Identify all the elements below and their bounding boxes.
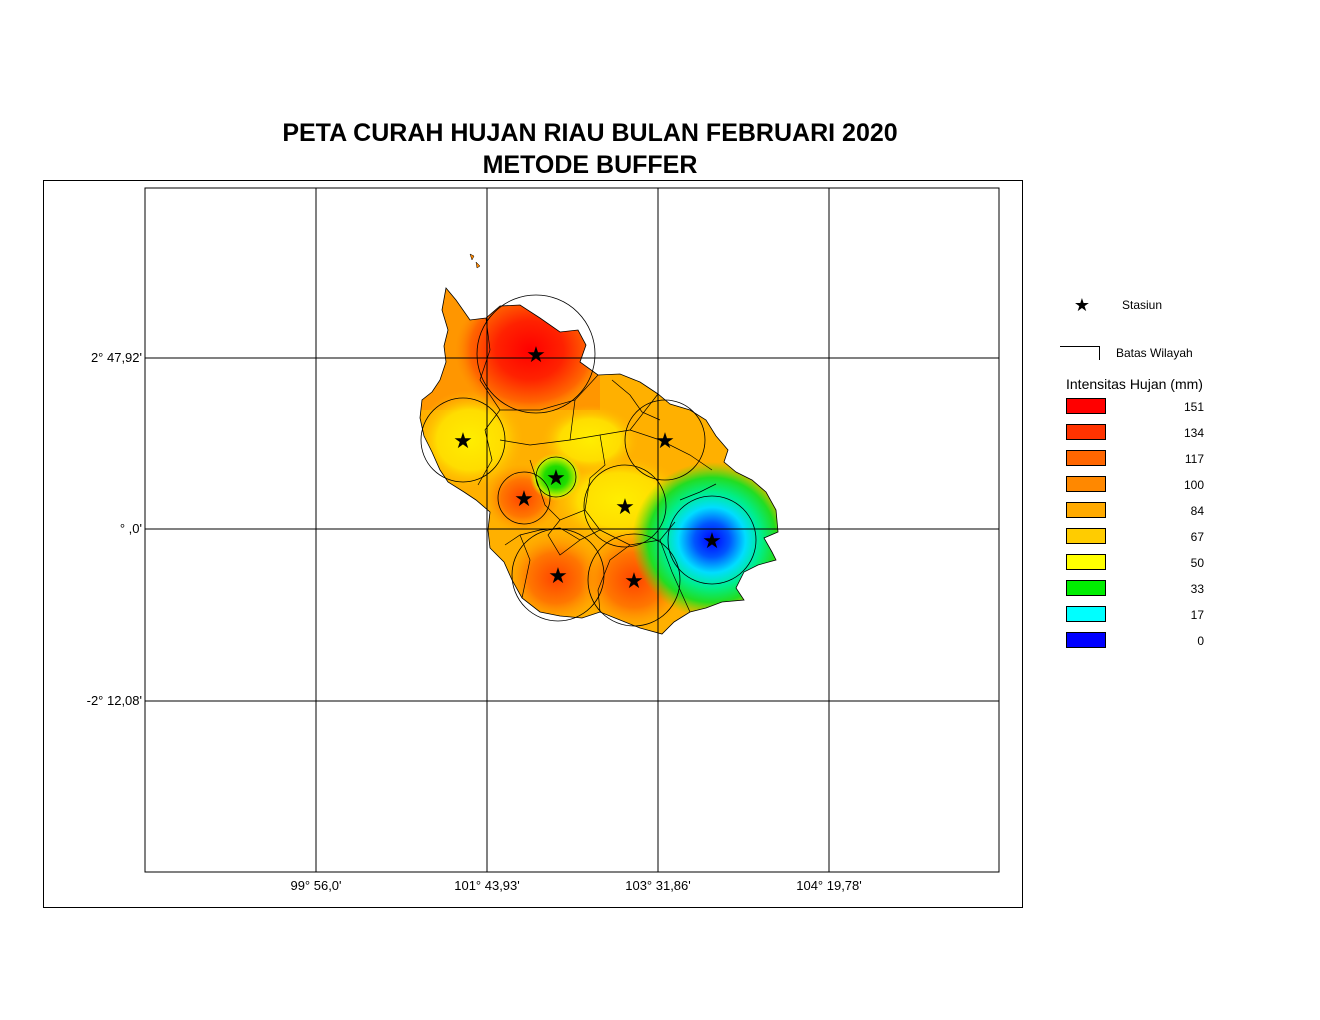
lon-label-1: 99° 56,0' [290,878,342,893]
map-inner-area [144,187,1000,873]
legend-value-17: 17 [1190,608,1204,622]
legend-swatch-17 [1066,606,1106,622]
map-subtitle: METODE BUFFER [482,151,698,179]
station-star-icon: ★ [546,466,566,491]
legend-swatch-100 [1066,476,1106,492]
buffer-circles [420,294,757,627]
station-star-icon: ★ [453,429,473,454]
legend-station-label: Stasiun [1122,298,1163,312]
legend-station-row: ★ Stasiun [1060,296,1162,314]
legend-intensity-title: Intensitas Hujan (mm) [1066,376,1203,392]
legend-swatch-117 [1066,450,1106,466]
lon-label-2: 101° 43,93' [454,878,520,893]
legend-value-67: 67 [1190,530,1204,544]
legend-value-134: 134 [1183,426,1204,440]
legend-value-117: 117 [1184,452,1204,466]
legend-swatch-84 [1066,502,1106,518]
map-title: PETA CURAH HUJAN RIAU BULAN FEBRUARI 202… [282,119,898,147]
legend-boundary-row: Batas Wilayah [1060,346,1193,360]
legend-swatch-67 [1066,528,1106,544]
lon-label-4: 104° 19,78' [796,878,862,893]
legend-value-151: 151 [1183,400,1204,414]
station-markers: ★ ★ ★ ★ ★ ★ ★ ★ ★ [453,343,722,594]
legend-swatch-0 [1066,632,1106,648]
legend-swatch-50 [1066,554,1106,570]
boundary-line-icon [1060,346,1100,360]
station-star-icon: ★ [655,429,675,454]
legend-value-84: 84 [1190,504,1204,518]
station-star-icon: ★ [514,487,534,512]
legend-swatch-151 [1066,398,1106,414]
station-star-icon: ★ [624,569,644,594]
island-fragment [469,253,481,269]
station-star-icon: ★ [615,495,635,520]
legend-value-100: 100 [1183,478,1204,492]
lat-label-north: 2° 47,92' [90,350,142,365]
legend-value-33: 33 [1190,582,1204,596]
legend-swatch-134 [1066,424,1106,440]
station-star-icon: ★ [548,564,568,589]
legend-value-0: 0 [1197,634,1204,648]
legend-value-50: 50 [1190,556,1204,570]
rainfall-surface [420,288,778,634]
legend-boundary-label: Batas Wilayah [1116,346,1193,360]
graticule [145,188,999,872]
lat-label-equator: ° ,0' [119,521,142,536]
station-star-icon: ★ [526,343,546,368]
lat-label-south: -2° 12,08' [86,693,142,708]
legend-swatch-33 [1066,580,1106,596]
map-frame [43,180,1023,908]
lon-label-3: 103° 31,86' [625,878,691,893]
star-icon: ★ [1073,295,1091,315]
station-star-icon: ★ [702,529,722,554]
